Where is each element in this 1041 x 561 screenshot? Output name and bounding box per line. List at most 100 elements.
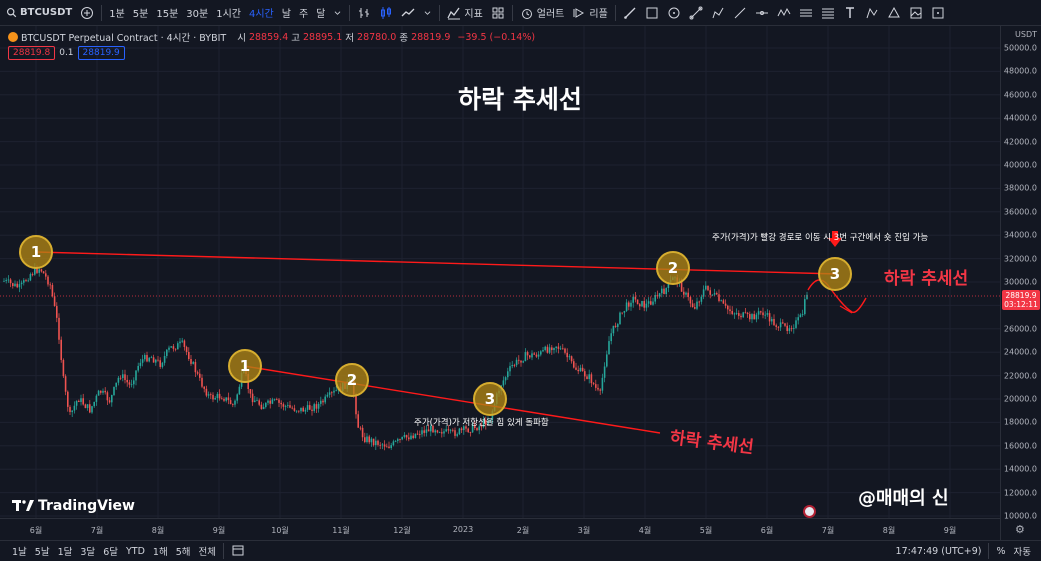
drawing-tool-pattern[interactable] bbox=[773, 0, 795, 26]
candle-body bbox=[122, 374, 124, 378]
indicators-button[interactable]: 지표 bbox=[443, 0, 486, 26]
lower-trendline[interactable] bbox=[243, 365, 661, 434]
candle-body bbox=[634, 296, 637, 300]
style-dropdown[interactable] bbox=[419, 0, 436, 26]
divider bbox=[511, 4, 513, 21]
replay-button[interactable]: 리플 bbox=[568, 0, 611, 26]
upper-trendline-label[interactable]: 하락 추세선 bbox=[884, 269, 969, 289]
candle-body bbox=[557, 346, 560, 349]
candle-body bbox=[124, 374, 126, 380]
clock-timezone[interactable]: 17:47:49 (UTC+9) bbox=[895, 545, 982, 557]
sell-button[interactable]: 28819.8 bbox=[8, 46, 56, 60]
drawing-tool-measure[interactable] bbox=[707, 0, 729, 26]
drawing-tool-channel[interactable] bbox=[795, 0, 817, 26]
drawing-tool-trend[interactable] bbox=[685, 0, 707, 26]
interval-1m[interactable]: 1분 bbox=[109, 9, 125, 20]
candle-body bbox=[93, 401, 95, 407]
price-scale[interactable]: USDT 50000.0 48000.0 46000.0 44000.0 42000.0… bbox=[1000, 26, 1041, 540]
upper-annotation[interactable]: 주가(가격)가 빨강 경로로 이동 시 3번 구간에서 숏 진입 가능 bbox=[712, 233, 929, 243]
candle-body bbox=[265, 402, 267, 407]
time-tick-label: 7월 bbox=[90, 526, 104, 535]
lower-point-2[interactable]: 2 bbox=[335, 363, 369, 397]
candle-body bbox=[575, 367, 577, 370]
range-1m[interactable]: 1달 bbox=[57, 547, 73, 558]
drawing-tool-image[interactable] bbox=[905, 0, 927, 26]
triangle-icon bbox=[887, 6, 900, 17]
candle-body bbox=[553, 347, 555, 351]
us-flag-icon[interactable] bbox=[803, 505, 816, 518]
range-5d[interactable]: 5날 bbox=[34, 547, 50, 558]
candle-body bbox=[471, 424, 474, 433]
settings-gear-icon[interactable]: ⚙ bbox=[1015, 523, 1025, 536]
candle-body bbox=[546, 346, 549, 353]
drawing-tool-shape[interactable] bbox=[883, 0, 905, 26]
candle-body bbox=[56, 306, 58, 318]
upper-trendline[interactable] bbox=[35, 251, 839, 275]
candle-body bbox=[573, 361, 575, 368]
interval-day[interactable]: 날 bbox=[281, 9, 291, 20]
drawing-tool-path[interactable] bbox=[861, 0, 883, 26]
interval-month[interactable]: 달 bbox=[316, 9, 326, 20]
upper-point-3[interactable]: 3 bbox=[818, 257, 852, 291]
drawing-tool-fib[interactable] bbox=[817, 0, 839, 26]
last-price-value: 28819.9 bbox=[1005, 291, 1037, 300]
candle-body bbox=[735, 313, 738, 314]
range-1d[interactable]: 1날 bbox=[12, 547, 27, 558]
compare-button[interactable] bbox=[76, 0, 98, 26]
candle-body bbox=[687, 292, 689, 298]
interval-4h[interactable]: 4시간 bbox=[249, 9, 274, 20]
candle-body bbox=[650, 301, 652, 305]
bar-countdown: 03:12:11 bbox=[1004, 300, 1038, 309]
layouts-button[interactable] bbox=[487, 0, 509, 26]
bars-style-button[interactable] bbox=[353, 0, 375, 26]
tradingview-logo-icon bbox=[12, 500, 34, 511]
symbol-label: BTCUSDT bbox=[20, 7, 73, 18]
candle-body bbox=[104, 390, 106, 393]
candle-body bbox=[317, 403, 320, 409]
chart-title-annotation[interactable]: 하락 추세선 bbox=[458, 85, 582, 114]
drawing-tool-ray[interactable] bbox=[729, 0, 751, 26]
drawing-tool-more[interactable] bbox=[927, 0, 949, 26]
symbol-search[interactable]: BTCUSDT bbox=[0, 0, 76, 26]
range-5y[interactable]: 5해 bbox=[175, 547, 191, 558]
low-label: 저 bbox=[345, 33, 355, 44]
fib-icon bbox=[821, 8, 834, 18]
range-6m[interactable]: 6달 bbox=[103, 547, 118, 558]
drawing-tool-text[interactable] bbox=[839, 0, 861, 26]
alert-button[interactable]: 얼러트 bbox=[516, 0, 569, 26]
time-tick-label: 2023 bbox=[452, 525, 474, 534]
range-all[interactable]: 전체 bbox=[198, 547, 216, 558]
drawing-tool-circle[interactable] bbox=[663, 0, 685, 26]
candle-body bbox=[271, 399, 274, 404]
lower-point-1[interactable]: 1 bbox=[228, 349, 262, 383]
auto-scale-toggle[interactable]: 자동 bbox=[1013, 547, 1031, 558]
drawing-tool-hline[interactable] bbox=[751, 0, 773, 26]
buy-button[interactable]: 28819.9 bbox=[77, 46, 125, 60]
interval-15m[interactable]: 15분 bbox=[156, 9, 179, 20]
interval-5m[interactable]: 5분 bbox=[132, 9, 149, 20]
range-3m[interactable]: 3달 bbox=[80, 547, 96, 558]
upper-point-1[interactable]: 1 bbox=[19, 235, 53, 269]
interval-week[interactable]: 주 bbox=[298, 9, 309, 20]
candle-body bbox=[82, 398, 84, 405]
candle-body bbox=[529, 355, 531, 358]
interval-30m[interactable]: 30분 bbox=[186, 9, 209, 20]
line-style-button[interactable] bbox=[397, 0, 419, 26]
range-ytd[interactable]: YTD bbox=[125, 545, 145, 557]
candle-body bbox=[150, 357, 153, 359]
drawing-tool-rectangle[interactable] bbox=[641, 0, 663, 26]
currency-label[interactable]: USDT bbox=[1015, 30, 1037, 39]
interval-1h[interactable]: 1시간 bbox=[216, 9, 241, 20]
upper-point-2[interactable]: 2 bbox=[656, 251, 690, 285]
range-1y[interactable]: 1해 bbox=[152, 547, 168, 558]
time-axis[interactable]: 6월 7월 8월 9월 10월 11월 12월 2023 2월 3월 4월 5월 6월 7월 8월 9월 bbox=[0, 518, 1000, 540]
goto-date-button[interactable] bbox=[227, 543, 249, 560]
interval-dropdown[interactable] bbox=[329, 0, 346, 26]
candle-body bbox=[590, 374, 593, 384]
candles-style-button[interactable] bbox=[375, 0, 397, 26]
lower-annotation[interactable]: 주가(가격)가 저항선을 힘 있게 돌파함 bbox=[414, 418, 549, 428]
percent-toggle[interactable]: % bbox=[996, 545, 1006, 557]
drawing-tool-brush[interactable] bbox=[619, 0, 641, 26]
tradingview-logo[interactable]: TradingView bbox=[12, 498, 135, 514]
lower-point-3[interactable]: 3 bbox=[473, 382, 507, 416]
